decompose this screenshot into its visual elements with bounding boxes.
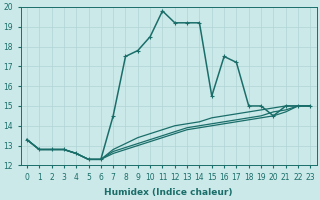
X-axis label: Humidex (Indice chaleur): Humidex (Indice chaleur) bbox=[104, 188, 233, 197]
